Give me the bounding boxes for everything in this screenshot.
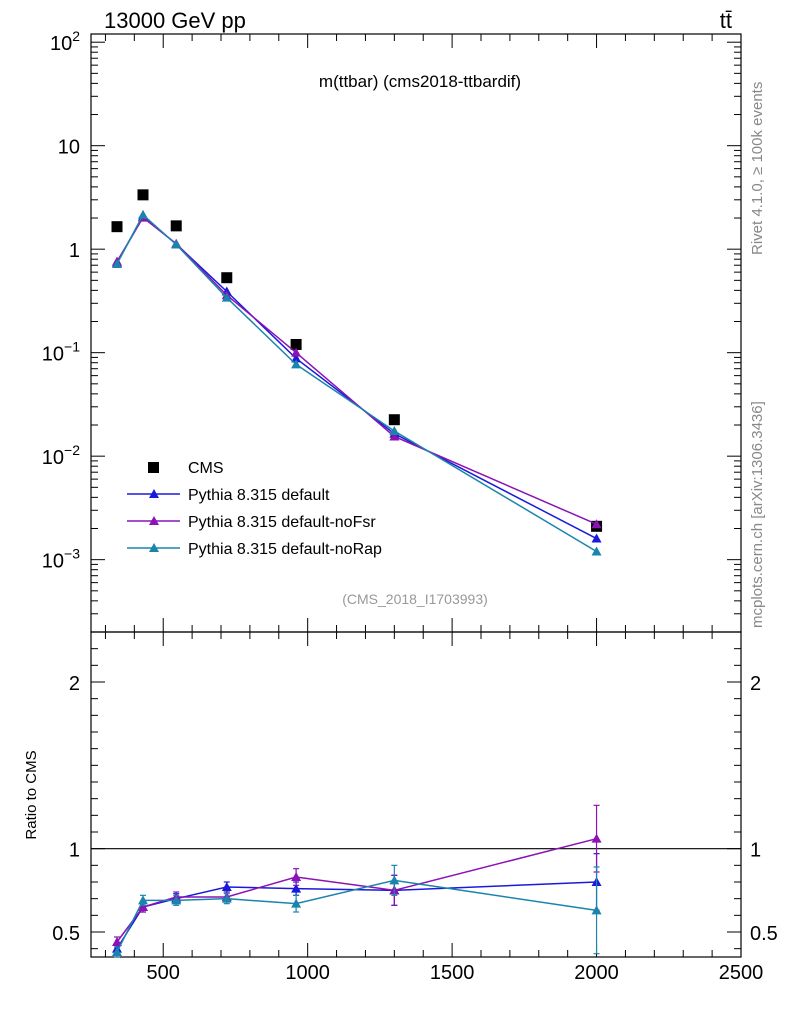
legend: CMS Pythia 8.315 default Pythia 8.315 defa… — [127, 460, 382, 558]
default-marker — [291, 353, 302, 363]
noRap-marker — [389, 426, 400, 436]
cms-data-point — [290, 338, 302, 350]
ratio-noRap-marker — [112, 947, 122, 956]
mcplots-label: mcplots.cern.ch [arXiv:1306.3436] — [749, 401, 766, 628]
cms-data-point — [388, 414, 400, 426]
cms-data-point — [221, 272, 233, 284]
ratio-noRap-marker — [291, 898, 302, 908]
ratio-noFsr-marker — [112, 937, 122, 946]
ratio-noFsr-marker — [591, 833, 602, 843]
ratio-noRap-marker — [171, 895, 182, 905]
ratio-y-tick-label: 1 — [69, 840, 80, 862]
noRap-marker — [291, 359, 302, 369]
y-tick-label: 10−1 — [42, 339, 80, 366]
ratio-noFsr-marker — [291, 872, 302, 881]
noRap-marker — [171, 239, 182, 249]
legend-noRap-marker — [149, 543, 159, 552]
ratio-y-tick-label-right: 2 — [750, 673, 761, 695]
y-tick-label: 102 — [50, 28, 80, 55]
y-tick-label: 10−2 — [42, 442, 80, 469]
cms-data-point — [170, 220, 182, 232]
ratio-noRap-line — [116, 879, 597, 953]
x-tick-label: 2500 — [719, 962, 764, 984]
ratio-axes: 0.5 0.51 12 2500 1000 1500 2000 2500 — [52, 632, 778, 984]
legend-default-marker — [149, 489, 159, 498]
ratio-noFsr-marker — [138, 902, 148, 911]
ratio-y-tick-label: 2 — [69, 673, 80, 695]
ratio-y-tick-label-right: 1 — [750, 840, 761, 862]
y-tick-label: 10−3 — [42, 546, 80, 573]
ratio-plot-series — [112, 804, 602, 958]
energy-label: 13000 GeV pp — [104, 8, 246, 33]
legend-noFsr-marker — [149, 516, 159, 525]
noRap-marker — [112, 258, 122, 268]
noRap-marker — [591, 546, 602, 556]
cms-data-point — [137, 189, 149, 201]
ratio-default-marker — [221, 882, 232, 891]
plot-title: m(ttbar) (cms2018-ttbardif) — [319, 72, 521, 91]
noRap-marker — [221, 292, 232, 302]
default-marker — [591, 533, 602, 543]
main-y-axis: 102 10 1 10−1 10−2 10−3 — [42, 28, 742, 633]
x-tick-label: 1000 — [285, 962, 330, 984]
rivet-version-label: Rivet 4.1.0, ≥ 100k events — [749, 82, 766, 255]
legend-data-label: CMS — [188, 460, 224, 477]
noFsr-marker — [591, 519, 602, 529]
noRap-marker — [138, 209, 148, 219]
ratio-noRap-marker — [221, 893, 232, 903]
process-label: tt̄ — [720, 8, 732, 33]
y-tick-label: 10 — [58, 137, 80, 159]
main-plot-series — [111, 189, 603, 556]
y-tick-label: 1 — [69, 240, 80, 262]
ratio-y-axis-label: Ratio to CMS — [23, 750, 40, 839]
legend-default-label: Pythia 8.315 default — [188, 487, 330, 504]
ratio-noRap-marker — [591, 905, 602, 915]
noFsr-marker — [291, 347, 302, 357]
legend-cms-marker — [148, 462, 159, 473]
x-tick-label: 1500 — [430, 962, 475, 984]
ratio-default-marker — [291, 883, 302, 893]
ratio-default-line — [116, 881, 597, 950]
legend-noRap-label: Pythia 8.315 default-noRap — [188, 541, 382, 558]
ratio-noRap-marker — [389, 875, 400, 885]
legend-noFsr-label: Pythia 8.315 default-noFsr — [188, 514, 376, 531]
cms-data-point — [111, 221, 123, 233]
ratio-noRap-marker — [138, 895, 148, 905]
ratio-plot-frame — [90, 631, 742, 958]
ratio-y-tick-label: 0.5 — [52, 923, 80, 945]
x-tick-label: 2000 — [574, 962, 619, 984]
analysis-id: (CMS_2018_I1703993) — [342, 591, 488, 607]
ratio-y-tick-label-right: 0.5 — [750, 923, 778, 945]
noFsr-line — [116, 216, 597, 525]
x-tick-label: 500 — [147, 962, 180, 984]
noFsr-marker — [389, 431, 400, 441]
